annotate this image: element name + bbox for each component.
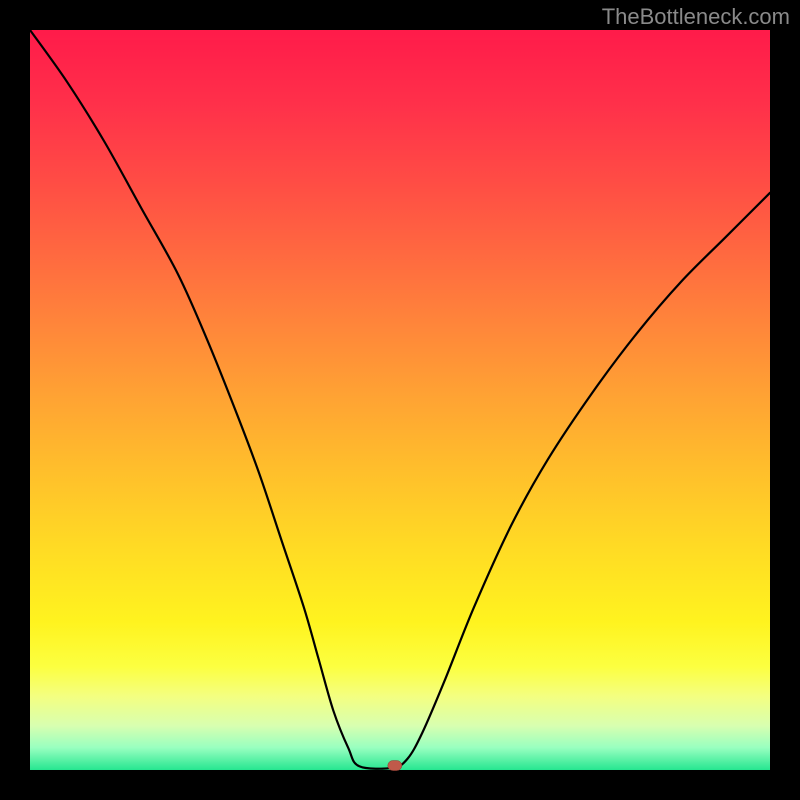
watermark-text: TheBottleneck.com <box>602 4 790 30</box>
bottleneck-chart <box>0 0 800 800</box>
chart-container: TheBottleneck.com <box>0 0 800 800</box>
optimal-marker <box>388 761 402 771</box>
plot-background <box>30 30 770 770</box>
